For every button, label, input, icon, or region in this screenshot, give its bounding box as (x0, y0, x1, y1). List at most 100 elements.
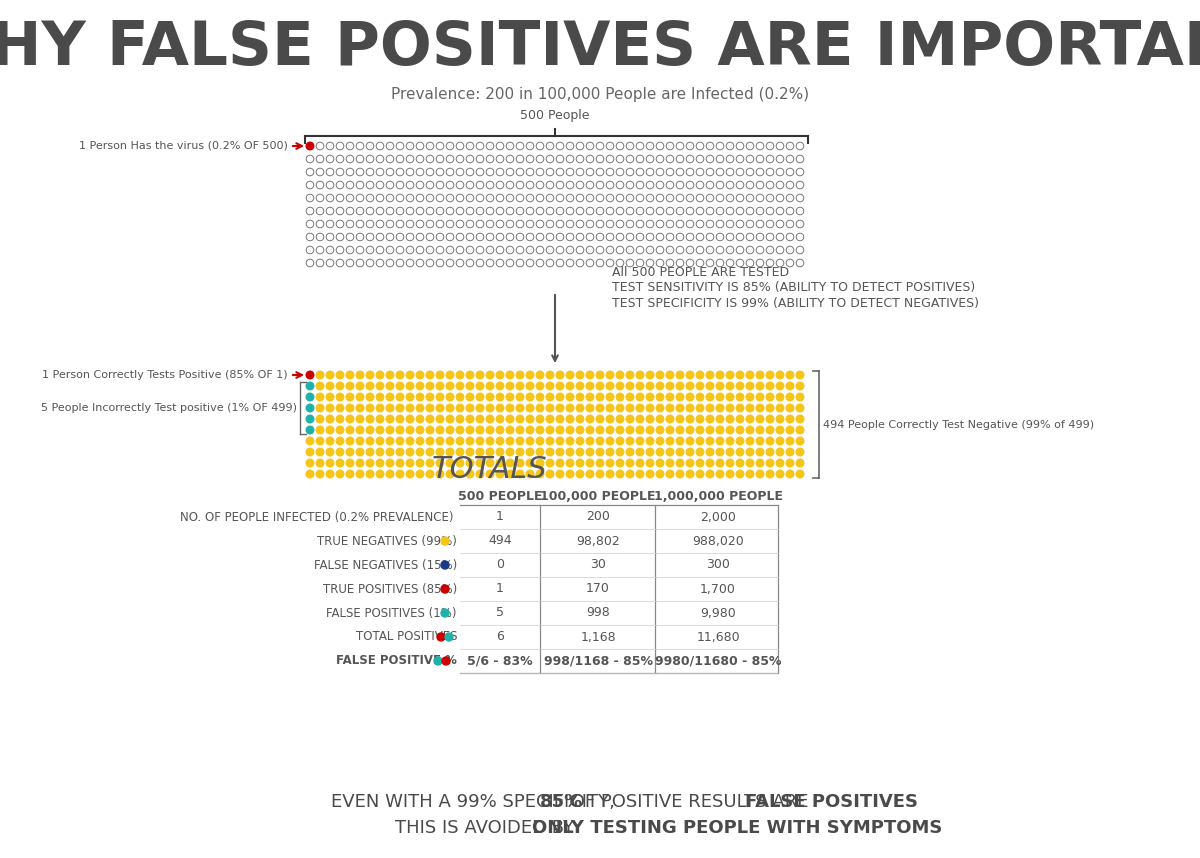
Circle shape (677, 382, 684, 390)
Circle shape (497, 393, 504, 401)
Circle shape (317, 382, 324, 390)
Circle shape (767, 372, 774, 378)
Circle shape (716, 404, 724, 412)
Circle shape (587, 448, 594, 456)
Text: ONLY TESTING PEOPLE WITH SYMPTOMS: ONLY TESTING PEOPLE WITH SYMPTOMS (532, 819, 942, 837)
Text: 1: 1 (496, 583, 504, 595)
Circle shape (466, 459, 474, 467)
Circle shape (686, 470, 694, 478)
Circle shape (497, 382, 504, 390)
Circle shape (437, 633, 445, 641)
Circle shape (726, 393, 734, 401)
Circle shape (497, 426, 504, 434)
Text: 1,168: 1,168 (580, 631, 616, 644)
Circle shape (746, 415, 754, 423)
Circle shape (486, 382, 494, 390)
Circle shape (306, 459, 314, 467)
Circle shape (426, 415, 434, 423)
Circle shape (377, 382, 384, 390)
Circle shape (596, 393, 604, 401)
Circle shape (456, 459, 463, 467)
Circle shape (706, 382, 714, 390)
Circle shape (587, 470, 594, 478)
Circle shape (426, 448, 434, 456)
Circle shape (536, 393, 544, 401)
Circle shape (566, 426, 574, 434)
Circle shape (726, 426, 734, 434)
Circle shape (557, 470, 564, 478)
Circle shape (587, 382, 594, 390)
Circle shape (557, 438, 564, 444)
Circle shape (626, 382, 634, 390)
Circle shape (336, 404, 344, 412)
Circle shape (306, 426, 314, 434)
Circle shape (506, 438, 514, 444)
Circle shape (686, 404, 694, 412)
Circle shape (497, 415, 504, 423)
Text: 5/6 - 83%: 5/6 - 83% (467, 655, 533, 668)
Circle shape (396, 382, 403, 390)
Text: 200: 200 (586, 511, 610, 523)
Circle shape (456, 404, 463, 412)
Circle shape (656, 470, 664, 478)
Text: 100,000 PEOPLE: 100,000 PEOPLE (540, 490, 655, 503)
Circle shape (476, 438, 484, 444)
Circle shape (326, 426, 334, 434)
Circle shape (576, 372, 583, 378)
Circle shape (486, 470, 494, 478)
Circle shape (626, 393, 634, 401)
Circle shape (446, 426, 454, 434)
Circle shape (396, 404, 403, 412)
Circle shape (756, 459, 764, 467)
Circle shape (326, 382, 334, 390)
Circle shape (596, 470, 604, 478)
Circle shape (386, 415, 394, 423)
Circle shape (776, 393, 784, 401)
Circle shape (696, 372, 704, 378)
Circle shape (666, 459, 674, 467)
Circle shape (686, 438, 694, 444)
Circle shape (406, 459, 414, 467)
Circle shape (576, 415, 583, 423)
Circle shape (456, 372, 463, 378)
Circle shape (466, 438, 474, 444)
Circle shape (557, 459, 564, 467)
Circle shape (442, 657, 450, 665)
Circle shape (557, 372, 564, 378)
Circle shape (797, 438, 804, 444)
Circle shape (326, 393, 334, 401)
Circle shape (696, 438, 704, 444)
Text: 500 PEOPLE: 500 PEOPLE (457, 490, 542, 503)
Circle shape (737, 393, 744, 401)
Circle shape (434, 657, 442, 665)
Circle shape (716, 415, 724, 423)
Circle shape (326, 404, 334, 412)
Circle shape (726, 438, 734, 444)
Circle shape (536, 470, 544, 478)
Text: Prevalence: 200 in 100,000 People are Infected (0.2%): Prevalence: 200 in 100,000 People are In… (391, 87, 809, 101)
Circle shape (442, 561, 449, 569)
Circle shape (366, 372, 374, 378)
Circle shape (366, 415, 374, 423)
Circle shape (797, 372, 804, 378)
Circle shape (606, 426, 613, 434)
Circle shape (647, 393, 654, 401)
Circle shape (786, 393, 794, 401)
Circle shape (636, 415, 643, 423)
Circle shape (576, 438, 583, 444)
Circle shape (606, 470, 613, 478)
Circle shape (557, 426, 564, 434)
Circle shape (647, 372, 654, 378)
Circle shape (706, 404, 714, 412)
Circle shape (306, 470, 314, 478)
Circle shape (596, 438, 604, 444)
Circle shape (396, 448, 403, 456)
Circle shape (636, 459, 643, 467)
Circle shape (576, 470, 583, 478)
Circle shape (396, 415, 403, 423)
Circle shape (587, 372, 594, 378)
Circle shape (446, 404, 454, 412)
Circle shape (617, 372, 624, 378)
Text: TRUE POSITIVES (85%): TRUE POSITIVES (85%) (323, 583, 457, 595)
Circle shape (336, 415, 344, 423)
